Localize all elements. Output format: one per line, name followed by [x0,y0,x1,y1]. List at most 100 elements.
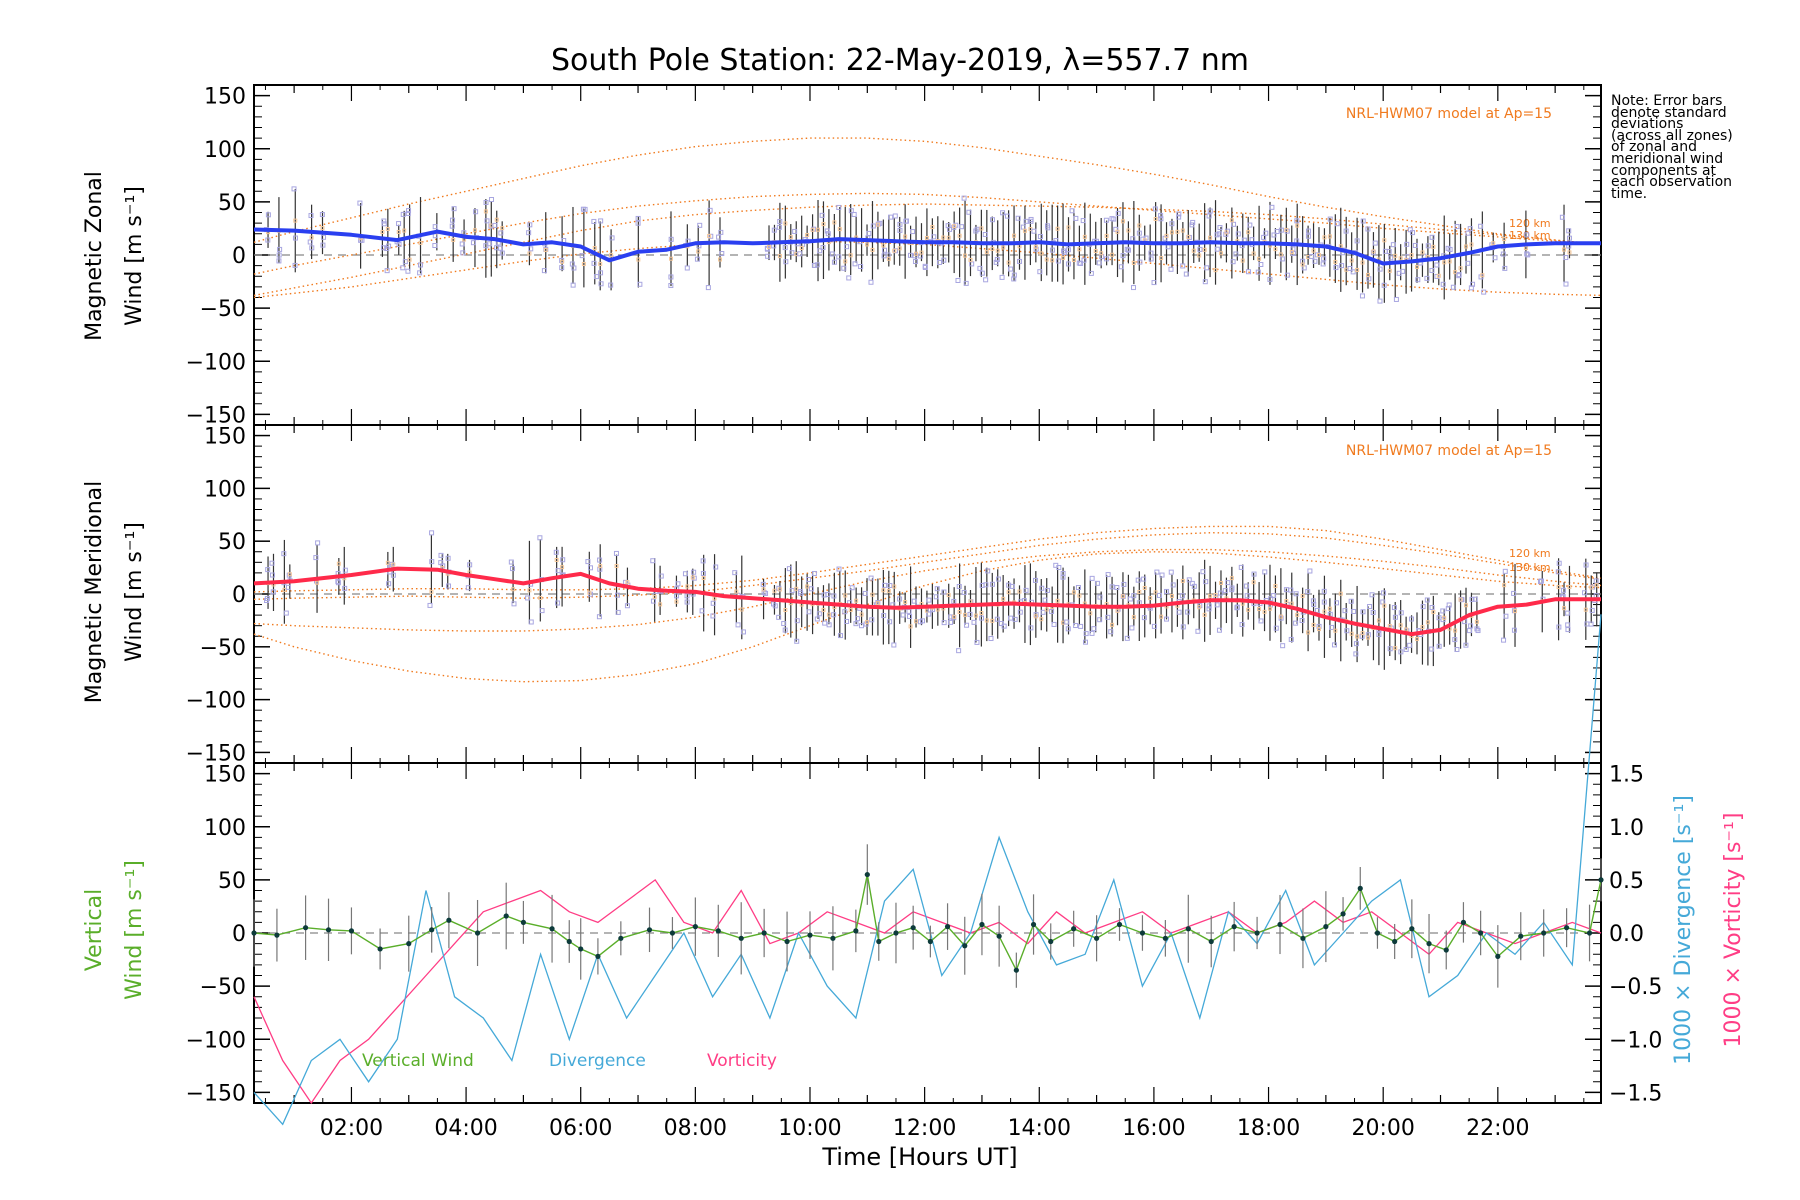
scatter-point [959,224,965,230]
scatter-point [1288,587,1294,593]
zone-point [1262,609,1267,614]
scatter-point [1060,570,1066,576]
zone-point [1371,249,1376,254]
scatter-point [598,218,604,224]
scatter-point [1593,578,1599,584]
scatter-point [1028,216,1034,222]
scatter-point [824,228,830,234]
zone-point [1376,618,1381,623]
divergence-y2label: 1000 × Divergence [s⁻¹] [1671,795,1696,1065]
scatter-point [1524,232,1530,238]
scatter-point [1197,246,1203,252]
scatter-point [760,581,766,587]
scatter-point [1051,621,1057,627]
scatter-point [440,563,446,569]
scatter-point [806,609,812,615]
plot-layer: 150100500−50−100−150150100500−50−100−150… [186,84,1662,1141]
meridional-panel: Magnetic Meridional Wind [m s⁻¹] NRL-HWM… [82,443,1552,703]
scatter-point [836,566,842,572]
zone-point [674,599,679,604]
scatter-point [1044,587,1050,593]
scatter-point [432,224,438,230]
scatter-point [740,629,746,635]
scatter-point [973,228,979,234]
scatter-point [684,593,690,599]
scatter-point [825,591,831,597]
zone-point [1360,631,1365,636]
scatter-point [265,212,271,218]
scatter-point [858,623,864,629]
zone-point [494,217,499,222]
y-tick-label: 150 [204,85,246,110]
scatter-point [1429,234,1435,240]
scatter-point [700,558,706,564]
zone-point [1159,256,1164,261]
zone-point [1001,596,1006,601]
vertical-wind-point [1478,930,1484,936]
vertical-wind-point [520,919,527,925]
zone-point [859,612,864,617]
y2-tick-label: −1.5 [1609,1081,1662,1106]
zone-point [380,229,385,234]
zone-point [805,233,810,238]
vertical-ylabel-line1: Vertical [82,889,107,971]
scatter-point [1151,623,1157,629]
x-tick-label: 22:00 [1466,1116,1529,1141]
scatter-point [969,261,975,267]
scatter-point [941,589,947,595]
scatter-point [1445,245,1451,251]
zone-point [1278,614,1283,619]
zone-point [1012,233,1017,238]
vertical-wind-point [1357,885,1363,891]
scatter-point [1008,615,1014,621]
scatter-point [831,259,837,265]
scatter-point [837,633,843,639]
zone-point [843,593,848,598]
scatter-point [1039,585,1045,591]
scatter-point [1309,253,1315,259]
scatter-point [735,622,741,628]
zone-point [1382,603,1387,608]
scatter-point [1429,605,1435,611]
scatter-point [335,578,341,584]
zone-point [1218,580,1223,585]
scatter-point [1031,228,1037,234]
scatter-point [613,550,619,556]
scatter-point [1365,632,1371,638]
scatter-point [1091,626,1097,632]
zone-point [1257,607,1262,612]
scatter-point [926,597,932,603]
scatter-point [528,619,534,625]
scatter-point [892,213,898,219]
scatter-point [870,223,876,229]
scatter-point [608,282,614,288]
zone-point [1562,606,1567,611]
scatter-point [1377,266,1383,272]
scatter-point [1305,589,1311,595]
scatter-point [1204,265,1210,271]
scatter-point [888,214,894,220]
scatter-point [887,619,893,625]
zone-point [1284,599,1289,604]
scatter-point [765,253,771,259]
scatter-point [1316,623,1322,629]
scatter-point [1344,628,1350,634]
scatter-point [1076,260,1082,266]
scatter-point [855,616,861,622]
scatter-point [319,212,325,218]
zone-point [865,242,870,247]
scatter-point [771,227,777,233]
vertical-wind-point [446,917,452,923]
zone-point [418,240,423,245]
scatter-point [983,582,989,588]
zonal-ylabel-line2: Wind [m s⁻¹] [122,186,147,326]
zone-point [952,224,957,229]
scatter-point [846,275,852,281]
scatter-point [1148,256,1154,262]
scatter-point [498,230,504,236]
scatter-point [281,551,287,557]
zone-point [1044,607,1049,612]
zone-point [1017,589,1022,594]
scatter-point [1141,615,1147,621]
zone-point [1202,612,1207,617]
